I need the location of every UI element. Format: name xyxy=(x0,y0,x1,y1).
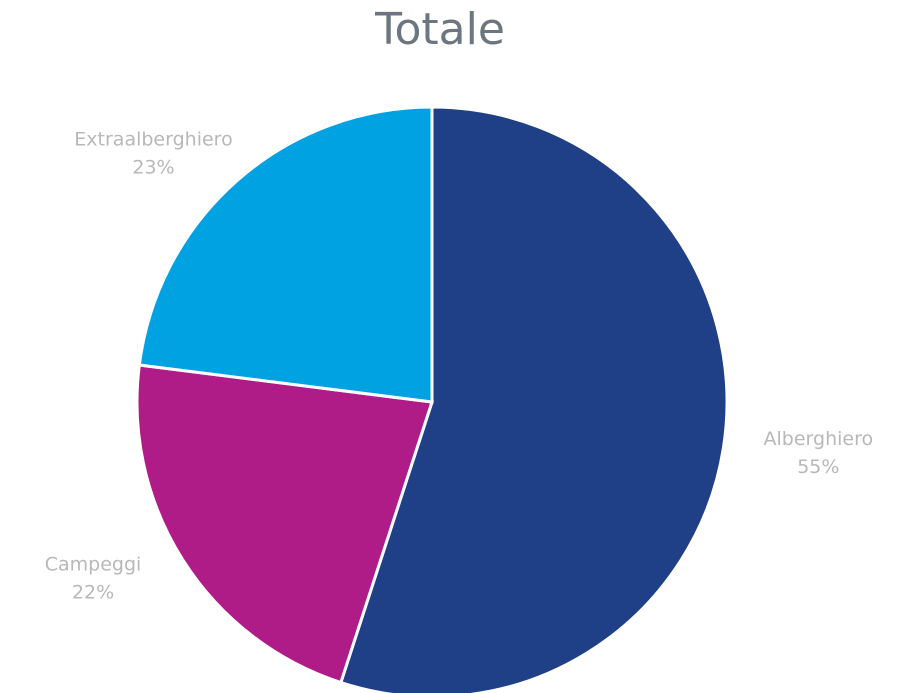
chart-title: Totale xyxy=(374,4,505,55)
pie-slice xyxy=(338,105,729,693)
slice-label: Alberghiero xyxy=(764,428,874,450)
slice-label: Extraalberghiero xyxy=(74,129,232,151)
slice-value-label: 22% xyxy=(72,582,114,604)
slice-value-label: 23% xyxy=(132,157,174,179)
slice-value-label: 55% xyxy=(797,456,839,478)
pie-slice xyxy=(137,105,434,404)
slice-label: Campeggi xyxy=(45,554,142,576)
pie-slice xyxy=(135,363,434,685)
